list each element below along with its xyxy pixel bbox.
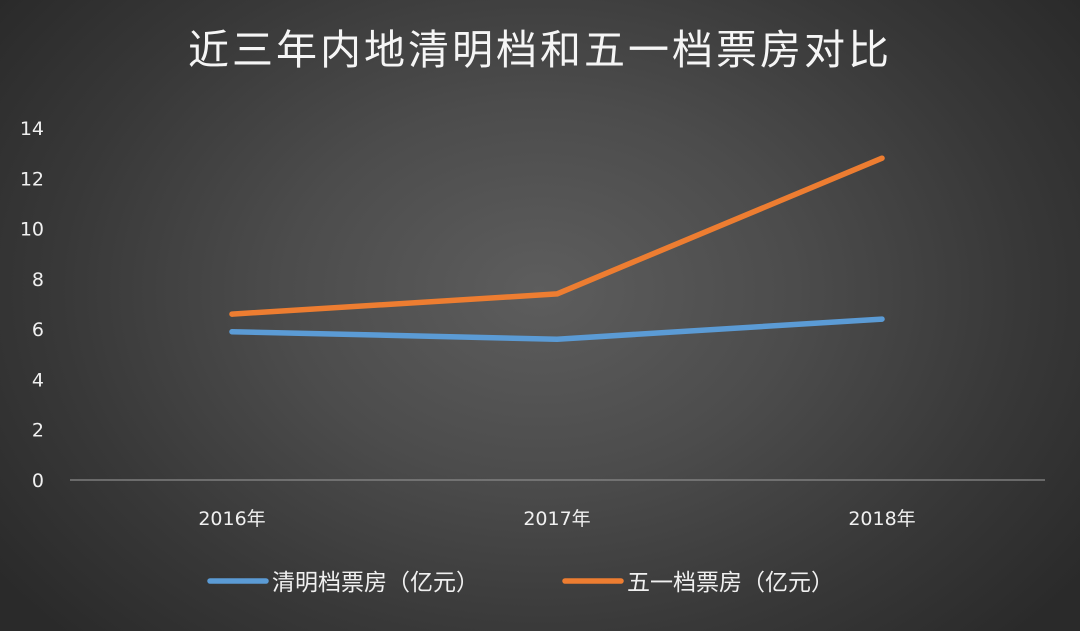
legend-label-2: 五一档票房（亿元） xyxy=(627,570,834,596)
y-tick-label: 6 xyxy=(32,319,44,341)
y-axis-ticks: 0 2 4 6 8 10 12 14 xyxy=(20,118,44,492)
legend: 清明档票房（亿元） 五一档票房（亿元） xyxy=(207,570,834,596)
y-tick-label: 2 xyxy=(32,420,44,442)
y-tick-label: 14 xyxy=(20,118,44,140)
y-tick-label: 8 xyxy=(32,269,44,291)
legend-label-1: 清明档票房（亿元） xyxy=(272,570,479,596)
x-tick-label: 2017年 xyxy=(523,508,590,530)
chart-title: 近三年内地清明档和五一档票房对比 xyxy=(188,26,892,74)
y-tick-label: 4 xyxy=(32,369,44,391)
series-line-1 xyxy=(229,316,885,342)
series-line-2 xyxy=(229,155,885,317)
series-lines xyxy=(229,155,885,342)
data-point xyxy=(229,329,235,335)
data-point xyxy=(554,336,560,342)
x-axis-ticks: 2016年 2017年 2018年 xyxy=(198,508,915,530)
x-tick-label: 2016年 xyxy=(198,508,265,530)
data-point xyxy=(229,311,235,317)
data-point xyxy=(554,291,560,297)
y-tick-label: 10 xyxy=(20,219,44,241)
y-tick-label: 0 xyxy=(32,470,44,492)
y-tick-label: 12 xyxy=(20,168,44,190)
data-point xyxy=(879,155,885,161)
x-tick-label: 2018年 xyxy=(848,508,915,530)
data-point xyxy=(879,316,885,322)
